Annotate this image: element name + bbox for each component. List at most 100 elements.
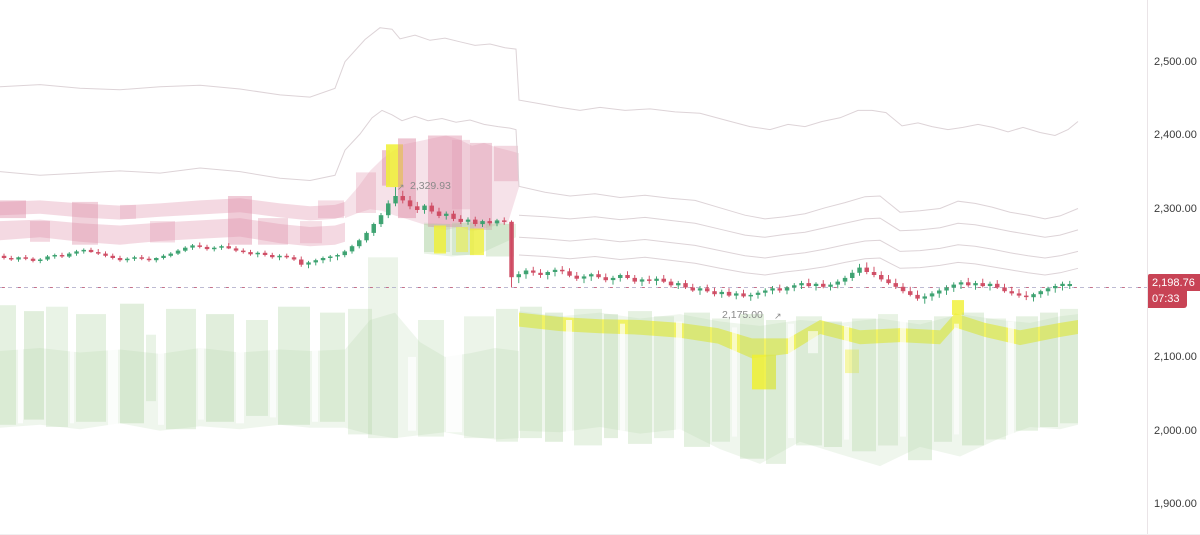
- zone-stripe: [198, 320, 204, 420]
- axis-tick-label: 2,100.00: [1154, 351, 1197, 363]
- zone-stripe: [120, 204, 136, 219]
- candle-body: [1067, 284, 1072, 286]
- envelope-line-band-5: [518, 254, 1079, 276]
- candle-body: [871, 272, 877, 275]
- zone-stripe: [246, 320, 268, 416]
- candle-body: [581, 276, 587, 279]
- candle-body: [705, 288, 710, 292]
- axis-tick-label: 2,500.00: [1154, 56, 1197, 68]
- candle-body: [654, 278, 659, 281]
- candle-body: [676, 283, 681, 286]
- zone-stripe: [952, 300, 964, 315]
- price-annotation: 2,329.93: [410, 180, 451, 192]
- zone-stripe: [18, 312, 23, 424]
- zone-stripe: [845, 349, 859, 374]
- candle-body: [45, 256, 50, 260]
- candle-body: [777, 288, 782, 291]
- zone-stripe: [574, 308, 602, 446]
- candle-body: [639, 279, 645, 282]
- axis-tick-label: 2,300.00: [1154, 203, 1197, 215]
- candle-body: [879, 275, 884, 280]
- zone-stripe: [318, 200, 344, 219]
- candle-body: [248, 252, 253, 255]
- zone-stripe: [788, 323, 794, 439]
- zone-stripe: [150, 221, 175, 243]
- candle-body: [900, 286, 906, 292]
- candle-body: [393, 196, 398, 204]
- candle-body: [52, 255, 57, 257]
- price-badge[interactable]: 2,198.76 07:33: [1148, 274, 1200, 308]
- price-annotation: 2,175.00: [722, 309, 763, 321]
- candle-body: [1031, 294, 1036, 298]
- candle-body: [473, 219, 478, 224]
- candle-body: [755, 292, 761, 295]
- zone-stripe: [654, 316, 674, 439]
- candle-body: [770, 288, 775, 291]
- candle-body: [81, 249, 86, 252]
- candle-body: [422, 205, 427, 210]
- demand-zone-right: [519, 311, 1078, 467]
- zone-stripe: [494, 145, 518, 182]
- zone-stripe: [320, 312, 345, 422]
- zone-stripe: [70, 312, 74, 424]
- candle-body: [857, 267, 862, 273]
- zone-stripe: [418, 320, 444, 437]
- zone-stripe: [228, 196, 252, 245]
- zone-stripe: [166, 308, 196, 430]
- candle-body: [400, 196, 405, 201]
- zone-stripe: [120, 303, 144, 424]
- badge-time-label: 07:33: [1148, 291, 1187, 308]
- zone-stripe: [676, 321, 682, 435]
- zone-stripe: [158, 312, 164, 425]
- candle-body: [342, 251, 347, 256]
- zone-stripe: [712, 318, 730, 442]
- candle-body: [1009, 291, 1014, 294]
- candle-body: [748, 294, 753, 297]
- candle-body: [444, 213, 449, 216]
- candle-body: [531, 270, 536, 273]
- candle-body: [886, 279, 891, 284]
- candle-body: [219, 246, 224, 248]
- candle-body: [38, 259, 43, 261]
- candle-body: [734, 293, 739, 296]
- candle-body: [560, 269, 565, 272]
- candle-body: [937, 290, 942, 294]
- zone-stripe: [72, 201, 98, 245]
- zone-stripe: [808, 331, 818, 354]
- candle-body: [241, 250, 246, 253]
- candle-body: [1024, 295, 1029, 298]
- candle-body: [864, 267, 869, 272]
- candle-body: [233, 248, 239, 251]
- candle-body: [828, 284, 833, 287]
- zone-stripe: [470, 228, 484, 256]
- candle-body: [1060, 283, 1065, 286]
- candle-body: [835, 281, 840, 285]
- zone-stripe: [434, 225, 446, 254]
- candle-body: [110, 255, 115, 258]
- candle-body: [204, 246, 210, 250]
- candle-body: [951, 284, 956, 288]
- candle-body: [487, 221, 492, 224]
- candle-body: [610, 277, 616, 281]
- candle-body: [74, 251, 79, 254]
- candle-body: [465, 219, 471, 222]
- demand-zone-mid: [345, 312, 519, 440]
- price-axis[interactable]: 2,500.00 2,400.00 2,300.00 2,100.00 2,000.00…: [1147, 0, 1200, 534]
- candle-body: [603, 277, 608, 281]
- envelope-line-band-2: [0, 109, 1079, 220]
- candle-body: [799, 283, 804, 286]
- candle-body: [1045, 288, 1051, 292]
- candle-body: [139, 257, 144, 259]
- candle-body: [850, 272, 855, 278]
- candle-body: [386, 203, 391, 216]
- candle-body: [306, 262, 311, 265]
- candle-body: [966, 282, 971, 286]
- demand-zone-left: [0, 348, 345, 431]
- candle-body: [277, 255, 282, 258]
- zone-stripe: [900, 321, 906, 437]
- candle-body: [255, 252, 260, 255]
- candle-body: [357, 240, 362, 247]
- zone-stripe: [852, 318, 876, 452]
- zone-stripe: [470, 142, 492, 230]
